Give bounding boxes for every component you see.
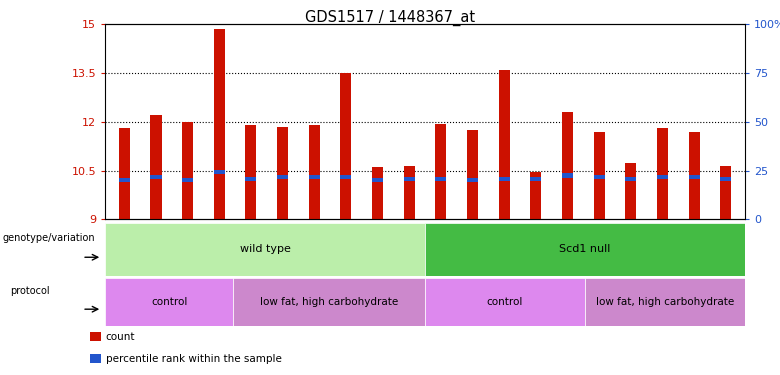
Bar — [233, 278, 425, 326]
Bar — [90, 332, 101, 341]
Text: Scd1 null: Scd1 null — [559, 244, 611, 254]
Bar — [435, 177, 446, 181]
Bar — [309, 125, 320, 219]
Bar — [246, 125, 257, 219]
Bar — [721, 177, 732, 181]
Bar — [689, 132, 700, 219]
Bar — [214, 170, 225, 174]
Text: GDS1517 / 1448367_at: GDS1517 / 1448367_at — [305, 9, 475, 26]
Bar — [151, 175, 161, 179]
Bar — [277, 175, 288, 179]
Bar — [562, 112, 573, 219]
Bar — [594, 175, 604, 179]
Bar — [530, 177, 541, 181]
Text: low fat, high carbohydrate: low fat, high carbohydrate — [596, 297, 734, 307]
Bar — [425, 223, 745, 276]
Bar — [530, 172, 541, 219]
Bar — [404, 166, 415, 219]
Bar — [182, 122, 193, 219]
Bar — [105, 223, 425, 276]
Text: low fat, high carbohydrate: low fat, high carbohydrate — [260, 297, 399, 307]
Bar — [721, 166, 732, 219]
Bar — [119, 128, 129, 219]
Bar — [404, 177, 415, 181]
Bar — [689, 175, 700, 179]
Bar — [585, 278, 745, 326]
Bar — [372, 178, 383, 183]
Bar — [105, 278, 233, 326]
Bar — [498, 70, 510, 219]
Bar — [498, 177, 510, 181]
Bar — [435, 123, 446, 219]
Bar — [277, 127, 288, 219]
Bar — [594, 132, 604, 219]
Bar — [340, 73, 352, 219]
Text: percentile rank within the sample: percentile rank within the sample — [106, 354, 282, 364]
Text: wild type: wild type — [239, 244, 291, 254]
Text: control: control — [487, 297, 523, 307]
Bar — [467, 130, 478, 219]
Text: control: control — [151, 297, 187, 307]
Bar — [246, 177, 257, 181]
Text: count: count — [106, 332, 135, 342]
Bar — [562, 173, 573, 178]
Bar — [657, 175, 668, 179]
Bar — [340, 175, 352, 179]
Text: genotype/variation: genotype/variation — [2, 233, 94, 243]
Bar — [626, 162, 636, 219]
Bar — [90, 354, 101, 363]
Bar — [309, 175, 320, 179]
Bar — [214, 29, 225, 219]
Bar — [119, 178, 129, 183]
Bar — [182, 178, 193, 183]
Bar — [425, 278, 585, 326]
Bar — [151, 116, 161, 219]
Bar — [657, 128, 668, 219]
Bar — [372, 167, 383, 219]
Bar — [626, 177, 636, 181]
Bar — [467, 178, 478, 183]
Text: protocol: protocol — [11, 286, 50, 296]
